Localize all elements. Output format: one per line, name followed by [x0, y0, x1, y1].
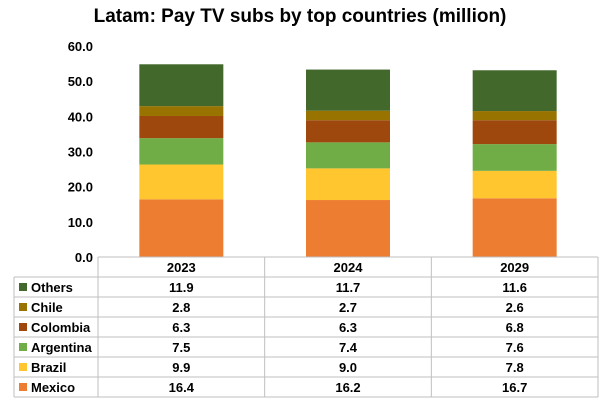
- bar-segment-others: [472, 70, 557, 112]
- y-tick-label: 10.0: [68, 215, 93, 230]
- legend-key-colombia: [19, 323, 27, 331]
- category-label: 2024: [334, 260, 364, 275]
- data-label: 7.6: [506, 340, 524, 355]
- legend-label: Others: [31, 280, 73, 295]
- data-label: 16.4: [169, 380, 195, 395]
- data-label: 11.9: [169, 280, 194, 295]
- legend-label: Argentina: [31, 340, 92, 355]
- legend-key-brazil: [19, 363, 27, 371]
- bar-segment-chile: [139, 106, 224, 116]
- y-tick-label: 60.0: [68, 39, 93, 54]
- bar-segment-argentina: [139, 138, 224, 165]
- data-label: 11.7: [336, 280, 361, 295]
- bar-segment-mexico: [306, 200, 390, 257]
- bar-segment-mexico: [472, 198, 557, 257]
- y-tick-label: 20.0: [68, 180, 93, 195]
- bar-segment-brazil: [472, 170, 557, 199]
- y-tick-label: 40.0: [68, 109, 93, 124]
- data-label: 2.6: [506, 300, 524, 315]
- bar-segment-chile: [472, 111, 557, 121]
- category-label: 2029: [500, 260, 529, 275]
- data-label: 6.3: [172, 320, 190, 335]
- legend-label: Mexico: [31, 380, 75, 395]
- bar-segment-brazil: [139, 164, 224, 200]
- legend-key-others: [19, 283, 27, 291]
- data-label: 16.2: [335, 380, 360, 395]
- data-table: 2023 2024 2029 Others 11.9 11.7 11.6 Chile 2.8 2.…: [13, 256, 599, 398]
- chart-title: Latam: Pay TV subs by top countries (mil…: [93, 6, 507, 27]
- data-label: 9.9: [172, 360, 190, 375]
- bar-segment-chile: [306, 110, 390, 121]
- data-label: 9.0: [339, 360, 357, 375]
- bar-segment-mexico: [139, 199, 224, 257]
- bars: [139, 64, 557, 257]
- data-label: 16.7: [502, 380, 527, 395]
- bar-segment-colombia: [139, 115, 224, 139]
- bar-segment-others: [306, 69, 390, 111]
- legend-label: Brazil: [31, 360, 66, 375]
- bar-segment-brazil: [306, 168, 390, 201]
- legend-key-chile: [19, 303, 27, 311]
- legend-label: Chile: [31, 300, 63, 315]
- bar-segment-colombia: [306, 120, 390, 143]
- bar-segment-others: [139, 64, 224, 107]
- data-label: 7.5: [172, 340, 190, 355]
- data-label: 7.8: [506, 360, 524, 375]
- y-tick-label: 30.0: [68, 145, 93, 160]
- category-label: 2023: [167, 260, 196, 275]
- legend-label: Colombia: [31, 320, 91, 335]
- data-label: 7.4: [339, 340, 358, 355]
- legend-key-mexico: [19, 383, 27, 391]
- y-axis: 0.0 10.0 20.0 30.0 40.0 50.0 60.0: [68, 39, 93, 265]
- bar-segment-colombia: [472, 120, 557, 145]
- y-tick-label: 0.0: [75, 250, 93, 265]
- legend-key-argentina: [19, 343, 27, 351]
- data-label: 6.8: [506, 320, 524, 335]
- bar-segment-argentina: [472, 144, 557, 171]
- y-tick-label: 50.0: [68, 74, 93, 89]
- data-label: 2.8: [172, 300, 190, 315]
- data-label: 11.6: [502, 280, 527, 295]
- data-label: 6.3: [339, 320, 357, 335]
- data-label: 2.7: [339, 300, 357, 315]
- bar-segment-argentina: [306, 142, 390, 169]
